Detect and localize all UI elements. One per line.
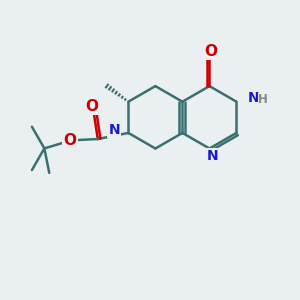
Text: N: N bbox=[207, 149, 218, 163]
Text: O: O bbox=[63, 133, 76, 148]
Text: N: N bbox=[248, 91, 260, 105]
Text: O: O bbox=[204, 44, 218, 59]
Text: N: N bbox=[108, 123, 120, 137]
Text: H: H bbox=[258, 93, 268, 106]
Text: O: O bbox=[85, 99, 98, 114]
